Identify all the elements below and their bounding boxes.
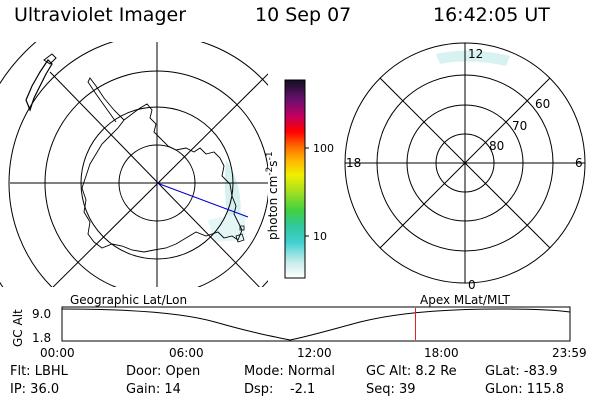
island-coastline — [235, 233, 245, 243]
mode-info: Mode: Normal — [244, 364, 335, 379]
geographic-map — [0, 42, 268, 287]
aurora-emission-right — [436, 50, 510, 66]
altitude-timeline: Geographic Lat/Lon Apex MLat/MLT GC Alt … — [11, 293, 587, 360]
mlt-label-18: 18 — [346, 156, 361, 170]
x-tick-0600: 06:00 — [169, 346, 204, 360]
gc-alt-info: GC Alt: 8.2 Re — [366, 364, 457, 379]
colorbar-tick-100: 100 — [313, 142, 334, 155]
island-coastline — [239, 225, 245, 231]
color-scale: 100 10 photon cm-2s-1 — [265, 79, 334, 279]
antarctic-peninsula — [87, 77, 125, 123]
glat-info: GLat: -83.9 — [485, 364, 558, 379]
mlt-label-6: 6 — [575, 156, 583, 170]
mlat-label-60: 60 — [535, 97, 550, 111]
time-label: 16:42:05 UT — [433, 4, 550, 26]
satellite-track — [156, 182, 249, 218]
timeline-ylabel: GC Alt — [11, 309, 25, 347]
date-label: 10 Sep 07 — [255, 4, 352, 26]
y-tick-9: 9.0 — [32, 307, 51, 321]
projection-label-right: Apex MLat/MLT — [420, 293, 510, 307]
antarctica-coastline — [81, 103, 243, 253]
glon-info: GLon: 115.8 — [485, 382, 565, 397]
colorbar-tick-10: 10 — [313, 230, 327, 243]
instrument-title: Ultraviolet Imager — [14, 4, 187, 26]
altitude-curve — [61, 308, 571, 341]
ip-info: IP: 36.0 — [10, 382, 60, 397]
colorbar-unit-label: photon cm-2s-1 — [265, 151, 280, 240]
south-america-coastline — [25, 59, 53, 112]
filter-info: Flt: LBHL — [10, 364, 68, 379]
color-scale-bar — [284, 79, 306, 279]
x-tick-1200: 12:00 — [297, 346, 332, 360]
x-tick-2359: 23:59 — [552, 346, 587, 360]
lat-circle-50 — [8, 42, 268, 287]
seq-info: Seq: 39 — [366, 382, 416, 397]
mlt-label-12: 12 — [468, 47, 483, 61]
mlat-label-70: 70 — [512, 119, 527, 133]
x-tick-1800: 18:00 — [424, 346, 459, 360]
projection-label-left: Geographic Lat/Lon — [70, 293, 187, 307]
timeline-frame — [61, 306, 571, 342]
meridian-line — [52, 73, 268, 287]
island-coastline — [43, 53, 57, 65]
mlt-label-0: 0 — [468, 278, 476, 292]
y-tick-1.8: 1.8 — [32, 331, 51, 345]
meridian-line — [49, 71, 260, 287]
x-tick-0000: 00:00 — [40, 346, 75, 360]
gain-info: Gain: 14 — [126, 382, 181, 397]
dsp-info: Dsp: -2.1 — [244, 382, 316, 397]
door-info: Door: Open — [126, 364, 201, 379]
mlat-label-80: 80 — [489, 139, 504, 153]
magnetic-dial — [344, 42, 586, 284]
